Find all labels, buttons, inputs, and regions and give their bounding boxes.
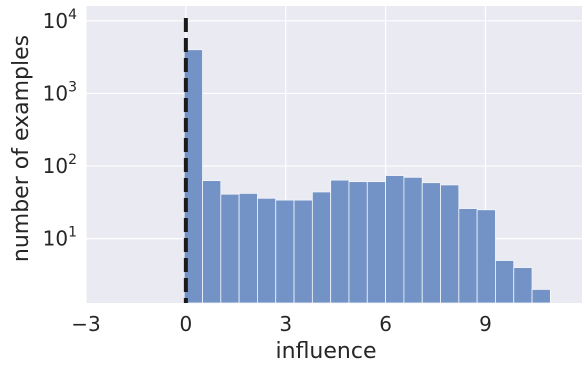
x-tick-label: 6 xyxy=(379,312,392,336)
histogram-bar xyxy=(476,209,496,304)
x-tick-labels: −3 0 3 6 9 xyxy=(71,312,492,336)
histogram-bar xyxy=(275,199,295,304)
histogram-bar xyxy=(458,208,478,304)
histogram-bar xyxy=(385,175,405,304)
histogram-bars xyxy=(183,49,551,304)
histogram-bar xyxy=(293,199,313,304)
histogram-bar xyxy=(257,197,277,304)
histogram-bar xyxy=(366,181,386,304)
histogram-bar xyxy=(421,182,441,304)
y-tick-label: 103 xyxy=(43,79,77,105)
x-tick-label: 9 xyxy=(479,312,492,336)
y-tick-label: 102 xyxy=(43,152,77,178)
x-tick-label: −3 xyxy=(71,312,100,336)
histogram-bar xyxy=(513,267,533,304)
y-tick-label: 101 xyxy=(43,225,77,251)
histogram-bar xyxy=(183,49,203,304)
histogram-bar xyxy=(220,193,240,304)
histogram-bar xyxy=(330,179,350,304)
histogram-bar xyxy=(440,184,460,304)
histogram-bar xyxy=(202,180,222,304)
histogram-bar xyxy=(238,193,258,304)
x-tick-label: 3 xyxy=(279,312,292,336)
histogram-bar xyxy=(495,260,515,304)
y-axis-label: number of examples xyxy=(9,35,34,262)
y-tick-labels: 101 102 103 104 xyxy=(43,7,77,251)
x-axis-label: influence xyxy=(276,339,377,364)
histogram-bar xyxy=(403,176,423,304)
x-tick-label: 0 xyxy=(179,312,192,336)
histogram-bar xyxy=(348,181,368,304)
y-tick-label: 104 xyxy=(43,7,77,33)
histogram-bar xyxy=(311,191,332,304)
histogram-bar xyxy=(531,289,551,304)
